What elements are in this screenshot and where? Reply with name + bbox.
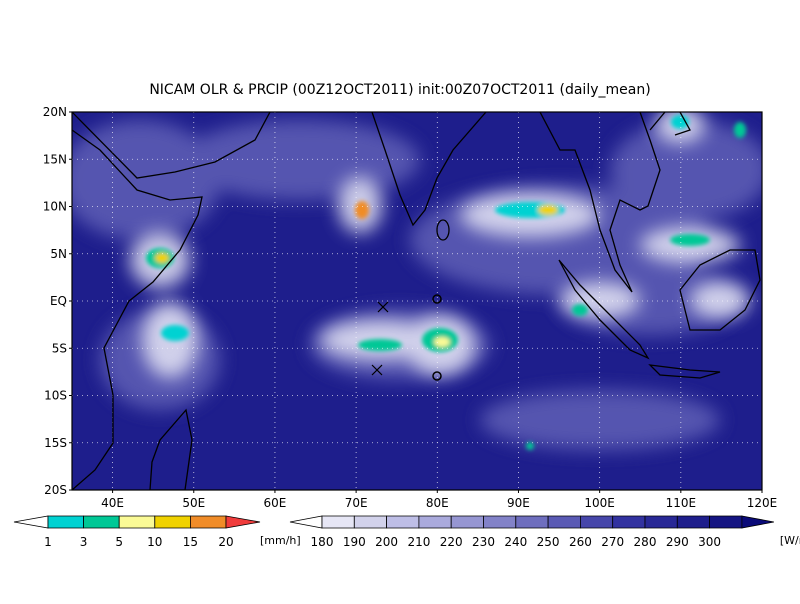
colorbar-cell	[483, 515, 517, 529]
lon-label: 40E	[101, 496, 124, 510]
colorbar-cell	[450, 515, 484, 529]
colorbar-label: 230	[472, 535, 495, 549]
lon-label: 50E	[182, 496, 205, 510]
colorbar-cell	[741, 515, 774, 529]
colorbar-label: 3	[80, 535, 88, 549]
lat-label: EQ	[50, 294, 67, 308]
lat-label: 10S	[44, 389, 67, 403]
lat-label: 15N	[43, 152, 67, 166]
map	[72, 112, 762, 490]
colorbar-cell	[154, 515, 191, 529]
colorbar-cell	[190, 515, 227, 529]
lon-label: 80E	[426, 496, 449, 510]
colorbar-cell	[118, 515, 156, 529]
colorbar-cell	[321, 515, 355, 529]
colorbar-label: 190	[343, 535, 366, 549]
colorbar-cell	[13, 515, 49, 529]
colorbar-label: 1	[44, 535, 52, 549]
colorbar-cell	[353, 515, 387, 529]
lat-label: 20N	[43, 105, 67, 119]
colorbar-label: 300	[698, 535, 721, 549]
lat-label: 5N	[50, 247, 67, 261]
title: NICAM OLR & PRCIP (00Z12OCT2011) init:00…	[149, 82, 650, 98]
colorbar-label: 10	[147, 535, 162, 549]
lat-label: 20S	[44, 483, 67, 497]
colorbar-units: [mm/h]	[260, 534, 301, 547]
colorbar-cell	[644, 515, 678, 529]
colorbar-cell	[676, 515, 710, 529]
colorbar-cell	[580, 515, 614, 529]
colorbar-label: 20	[218, 535, 233, 549]
colorbar-cell	[709, 515, 743, 529]
lat-label: 5S	[52, 341, 67, 355]
lon-label: 110E	[666, 496, 697, 510]
colorbar-label: 220	[440, 535, 463, 549]
colorbar-cell	[386, 515, 420, 529]
colorbar-label: 180	[311, 535, 334, 549]
colorbar-cell	[47, 515, 84, 529]
colorbar-label: 15	[183, 535, 198, 549]
lon-label: 70E	[345, 496, 368, 510]
lon-label: 90E	[507, 496, 530, 510]
colorbar-label: 200	[375, 535, 398, 549]
colorbar-cell	[225, 515, 261, 529]
colorbar-label: 240	[504, 535, 527, 549]
lon-label: 60E	[264, 496, 287, 510]
colorbar-cell	[515, 515, 549, 529]
colorbar-label: 270	[601, 535, 624, 549]
colorbar-label: 260	[569, 535, 592, 549]
colorbar-cell	[418, 515, 452, 529]
lat-label: 10N	[43, 200, 67, 214]
colorbar-label: 250	[537, 535, 560, 549]
lat-label: 15S	[44, 436, 67, 450]
lon-label: 120E	[747, 496, 778, 510]
colorbar-cell	[547, 515, 581, 529]
lon-label: 100E	[584, 496, 615, 510]
colorbar-label: 280	[634, 535, 657, 549]
colorbar-cell	[289, 515, 323, 529]
colorbar-label: 5	[115, 535, 123, 549]
colorbar-units: [W/m^2]	[780, 534, 800, 547]
colorbar-cell	[83, 515, 120, 529]
colorbar-cell	[612, 515, 646, 529]
colorbar-label: 290	[666, 535, 689, 549]
colorbar-label: 210	[407, 535, 430, 549]
